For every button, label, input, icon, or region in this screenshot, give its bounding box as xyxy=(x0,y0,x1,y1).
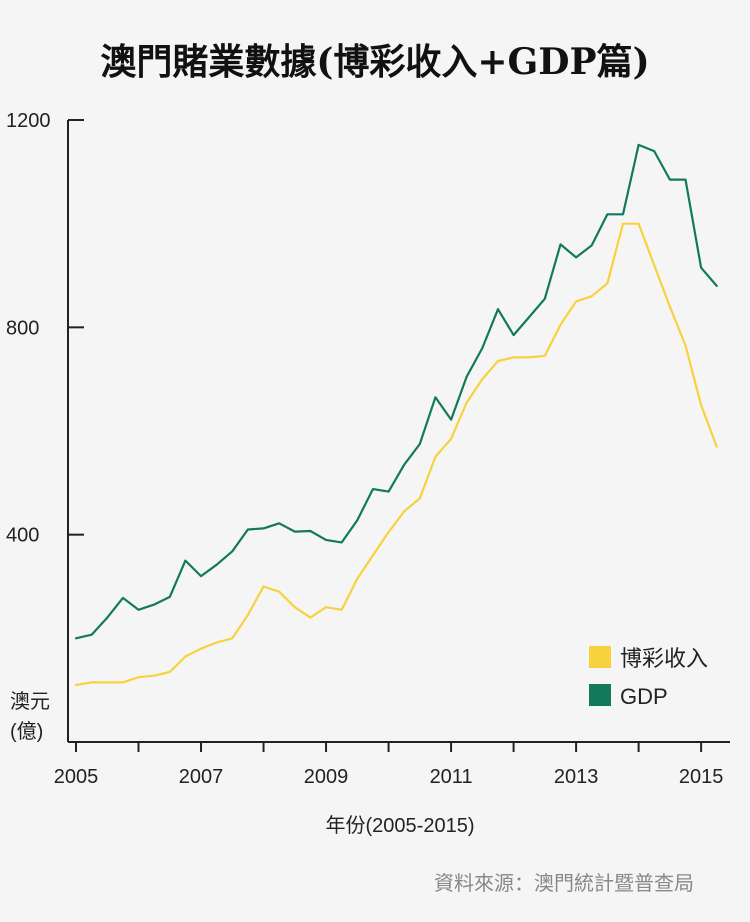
y-tick-label-400: 400 xyxy=(6,525,39,547)
x-tick-label-2013: 2013 xyxy=(554,766,599,788)
legend-swatch-gaming-revenue xyxy=(589,646,611,668)
legend-swatch-gdp xyxy=(589,684,611,706)
legend: 博彩收入 GDP xyxy=(589,646,708,709)
series-line-gaming-revenue xyxy=(74,222,718,687)
legend-label-gaming-revenue: 博彩收入 xyxy=(620,646,708,671)
x-tick-label-2007: 2007 xyxy=(179,766,224,788)
x-axis-label: 年份(2005-2015) xyxy=(326,814,475,837)
series-line-gdp xyxy=(74,143,718,640)
y-axis-unit-line-2: (億) xyxy=(10,720,43,743)
series-lines xyxy=(74,143,718,687)
x-tick-label-2005: 2005 xyxy=(54,766,99,788)
x-tick-label-2009: 2009 xyxy=(304,766,349,788)
y-axis-unit-line-1: 澳元 xyxy=(10,690,50,713)
legend-label-gdp: GDP xyxy=(620,684,668,709)
y-tick-label-1200: 1200 xyxy=(6,110,51,132)
axes: 400 800 1200 2005 2007 2009 2011 2013 2015 xyxy=(6,110,730,788)
source-note: 資料來源：澳門統計暨普查局 xyxy=(434,872,694,895)
y-tick-label-800: 800 xyxy=(6,317,39,339)
x-tick-label-2015: 2015 xyxy=(679,766,724,788)
chart-title: 澳門賭業數據(博彩收入+GDP篇) xyxy=(100,41,649,83)
x-tick-label-2011: 2011 xyxy=(430,766,473,788)
